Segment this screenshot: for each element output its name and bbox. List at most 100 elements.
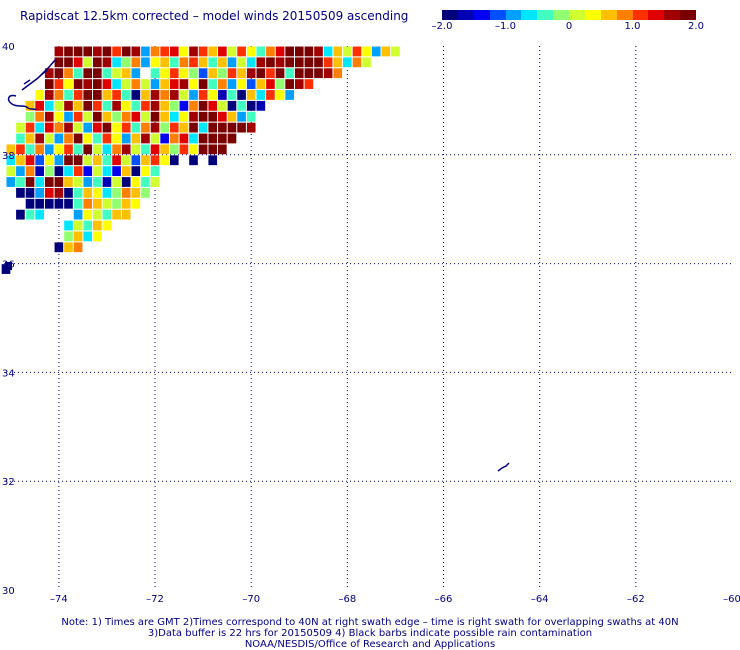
swath-cell: [54, 122, 64, 133]
swath-cell: [179, 111, 189, 122]
swath-cell: [362, 57, 371, 68]
swath-cell: [189, 155, 198, 166]
swath-cell: [141, 90, 150, 100]
swath-cell: [189, 133, 198, 144]
swath-cell: [54, 68, 64, 79]
swath-cell: [160, 46, 169, 57]
swath-cell: [35, 177, 44, 187]
swath-cell: [323, 57, 333, 68]
colorbar-tick-label: –1.0: [495, 21, 516, 32]
swath-cell: [44, 100, 54, 111]
swath-cell: [189, 79, 198, 89]
swath-cell: [150, 68, 160, 79]
swath-cell: [35, 133, 44, 144]
swath-cell: [6, 177, 16, 187]
swath-cell: [150, 155, 160, 166]
swath-cell: [112, 209, 121, 220]
swath-cell: [35, 144, 44, 155]
swath-cell: [189, 122, 198, 133]
swath-cell: [102, 57, 112, 68]
swath-cell: [121, 133, 131, 144]
swath-cell: [102, 79, 112, 89]
swath-cell: [112, 90, 121, 100]
swath-cell: [218, 68, 227, 79]
swath-cell: [208, 144, 218, 155]
swath-cell: [141, 111, 150, 122]
swath-cell: [141, 100, 150, 111]
coastline-edge: [5, 262, 12, 270]
swath-cell: [44, 177, 54, 187]
swath-cell: [237, 90, 246, 100]
swath-cell: [131, 68, 141, 79]
swath-cell: [73, 111, 83, 122]
swath-cell: [121, 187, 131, 198]
swath-cell: [179, 46, 189, 57]
swath-cell: [141, 133, 150, 144]
swath-cell: [64, 187, 73, 198]
swath-cell: [93, 122, 102, 133]
swath-cell: [314, 46, 323, 57]
swath-cell: [141, 144, 150, 155]
swath-cell: [323, 46, 333, 57]
swath-cell: [112, 46, 121, 57]
swath-cell: [141, 166, 150, 177]
swath-cell: [121, 209, 131, 220]
lat-tick-label: 32: [2, 477, 15, 488]
swath-cell: [285, 79, 294, 89]
swath-cell: [64, 242, 73, 253]
swath-cell: [246, 57, 256, 68]
swath-cell: [83, 144, 93, 155]
swath-cell: [35, 209, 44, 220]
swath-cell: [121, 79, 131, 89]
swath-cell: [208, 155, 218, 166]
swath-cell: [208, 90, 218, 100]
swath-cell: [102, 68, 112, 79]
swath-cell: [44, 68, 54, 79]
colorbar-segment: [600, 10, 617, 20]
swath-cell: [198, 144, 208, 155]
swath-cell: [160, 111, 169, 122]
swath-cell: [275, 46, 285, 57]
swath-cell: [73, 79, 83, 89]
swath-cell: [112, 177, 121, 187]
colorbar-tick-label: 2.0: [688, 21, 704, 32]
swath-cell: [83, 122, 93, 133]
swath-cell: [246, 122, 256, 133]
swath-cell: [35, 122, 44, 133]
swath-cell: [218, 111, 227, 122]
swath-cell: [179, 122, 189, 133]
swath-cell: [131, 57, 141, 68]
swath-cell: [131, 155, 141, 166]
swath-cell: [54, 242, 64, 253]
swath-cell: [93, 209, 102, 220]
swath-cell: [64, 155, 73, 166]
swath-cell: [208, 122, 218, 133]
swath-cell: [179, 90, 189, 100]
swath-cell: [83, 46, 93, 57]
swath-cell: [83, 79, 93, 89]
swath-cell: [227, 122, 237, 133]
swath-cell: [44, 79, 54, 89]
swath-cell: [169, 57, 179, 68]
swath-cell: [16, 122, 25, 133]
swath-cell: [73, 231, 83, 242]
swath-cell: [275, 57, 285, 68]
swath-cell: [275, 68, 285, 79]
swath-cell: [112, 111, 121, 122]
lon-tick-label: –70: [242, 594, 260, 605]
swath-cell: [83, 155, 93, 166]
swath-cell: [35, 187, 44, 198]
lon-tick-label: –62: [627, 594, 645, 605]
swath-cell: [93, 155, 102, 166]
swath-cell: [64, 111, 73, 122]
swath-cell: [25, 100, 35, 111]
swath-cell: [73, 90, 83, 100]
swath-cell: [25, 198, 35, 209]
coastline-new-jersey: [7, 94, 37, 111]
swath-cell: [64, 198, 73, 209]
swath-cell: [54, 79, 64, 89]
swath-cell: [54, 177, 64, 187]
swath-cell: [294, 79, 304, 89]
swath-cell: [141, 187, 150, 198]
swath-cell: [256, 79, 266, 89]
